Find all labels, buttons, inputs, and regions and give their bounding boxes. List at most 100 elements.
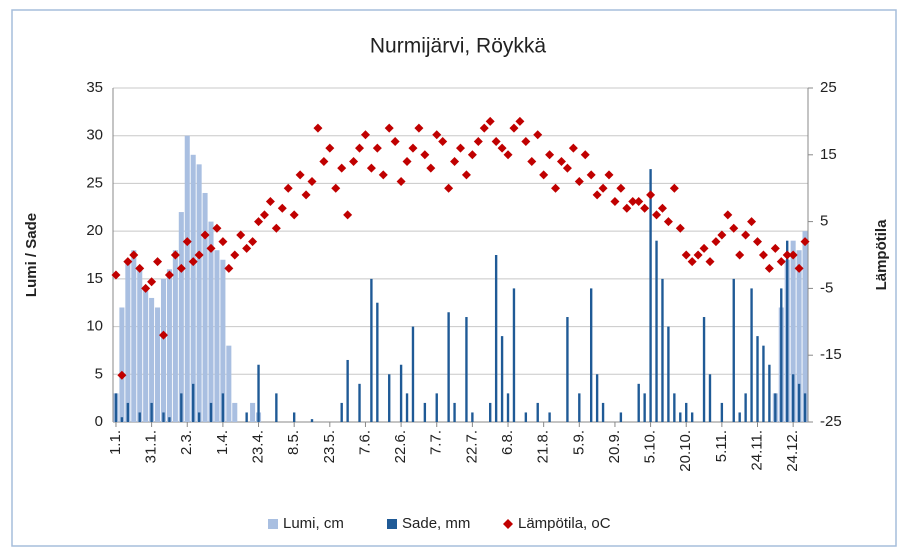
marker: [378, 170, 388, 180]
bar: [358, 383, 361, 422]
marker: [123, 257, 133, 267]
marker: [580, 150, 590, 160]
y-axis-label: Lumi / Sade: [23, 213, 40, 297]
bar: [500, 336, 504, 422]
x-tick-label: 23.5.: [321, 430, 338, 463]
marker: [158, 330, 168, 340]
bar: [661, 278, 664, 422]
bar: [180, 393, 183, 422]
marker: [485, 116, 495, 126]
x-tick-label: 7.7.: [428, 430, 445, 455]
marker: [408, 143, 418, 153]
bar: [162, 412, 165, 422]
bar: [399, 364, 403, 422]
marker: [414, 123, 424, 133]
marker: [699, 243, 709, 253]
bar: [720, 402, 724, 422]
bar: [208, 221, 214, 422]
bar: [762, 345, 765, 422]
marker: [800, 237, 810, 247]
marker: [598, 183, 608, 193]
bar: [774, 393, 777, 422]
marker: [634, 197, 644, 207]
bar: [405, 393, 409, 422]
marker: [782, 250, 792, 260]
marker: [705, 257, 715, 267]
bar: [690, 412, 694, 422]
marker: [325, 143, 335, 153]
bar: [744, 393, 747, 422]
y-tick-label: 20: [86, 222, 103, 239]
bar: [114, 393, 118, 422]
bar: [619, 412, 623, 422]
legend-swatch: [268, 519, 278, 529]
bar: [435, 393, 438, 422]
marker: [562, 163, 572, 173]
marker: [497, 143, 507, 153]
marker: [200, 230, 210, 240]
marker: [218, 237, 228, 247]
x-tick-label: 24.11.: [748, 430, 765, 471]
bar: [489, 402, 492, 422]
bar: [232, 402, 238, 422]
bar: [802, 231, 808, 422]
x-tick-label: 8.5.: [285, 430, 302, 455]
marker: [182, 237, 192, 247]
bar: [184, 135, 190, 422]
bar: [423, 402, 427, 422]
marker: [533, 130, 543, 140]
marker: [254, 217, 264, 227]
x-tick-label: 5.10.: [642, 430, 659, 463]
bar: [209, 402, 213, 422]
marker: [135, 263, 145, 273]
marker: [687, 257, 697, 267]
bar: [750, 288, 753, 422]
marker: [735, 250, 745, 260]
chart-frame: [11, 9, 897, 547]
y2-tick-label: -5: [820, 279, 833, 296]
marker: [438, 136, 448, 146]
bar: [150, 402, 153, 422]
y-tick-label: 10: [86, 318, 103, 335]
bar: [310, 419, 314, 422]
legend-swatch: [387, 519, 397, 529]
marker: [194, 250, 204, 260]
marker: [491, 136, 501, 146]
marker: [188, 257, 198, 267]
marker: [129, 250, 139, 260]
marker: [663, 217, 673, 227]
marker: [770, 243, 780, 253]
bar: [131, 250, 137, 422]
marker: [313, 123, 323, 133]
x-tick-label: 2.3.: [178, 430, 195, 455]
marker: [248, 237, 258, 247]
bar: [197, 412, 201, 422]
y-tick-label: 0: [95, 413, 103, 430]
marker: [729, 223, 739, 233]
bar: [292, 412, 296, 422]
bar: [447, 312, 450, 422]
bar: [637, 383, 640, 422]
y2-tick-label: -25: [820, 413, 842, 430]
bar: [512, 288, 516, 422]
bar: [494, 255, 498, 422]
bar: [756, 336, 759, 422]
marker: [153, 257, 163, 267]
marker: [236, 230, 246, 240]
x-tick-label: 24.12.: [784, 430, 801, 472]
bar: [524, 412, 528, 422]
bar: [120, 417, 124, 422]
bar: [790, 240, 796, 422]
marker: [212, 223, 222, 233]
marker: [164, 270, 174, 280]
bar: [465, 317, 468, 422]
marker: [741, 230, 751, 240]
marker: [604, 170, 614, 180]
bar: [797, 383, 801, 422]
marker: [206, 243, 216, 253]
legend-label: Lämpötila, oC: [518, 515, 611, 532]
bar: [548, 412, 551, 422]
bar: [178, 212, 184, 422]
marker: [758, 250, 768, 260]
bar: [138, 412, 141, 422]
